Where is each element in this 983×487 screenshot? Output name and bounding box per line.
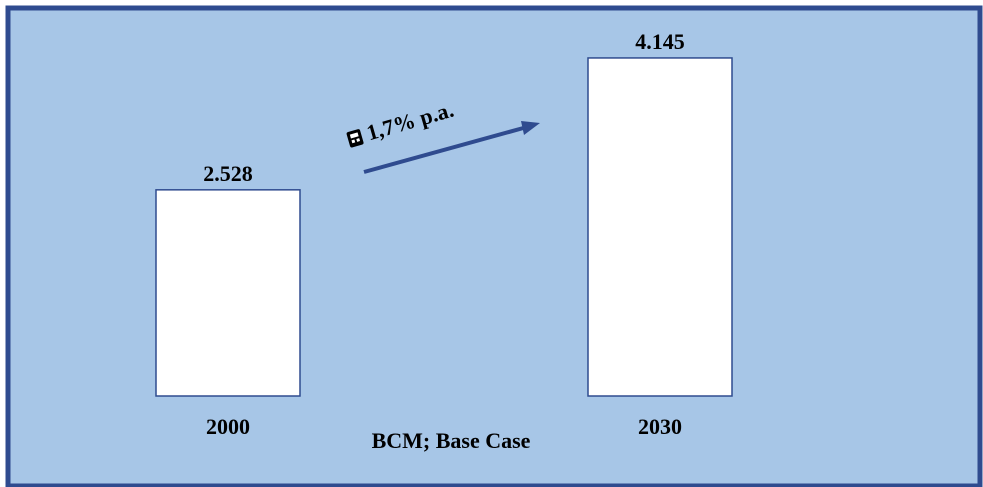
bar-2030	[587, 57, 733, 397]
chart-background	[5, 5, 983, 487]
growth-arrow	[363, 121, 540, 174]
category-label-2030: 2030	[638, 414, 682, 439]
bars-layer: 2.528 2000 4.145 2030	[155, 29, 733, 439]
growth-arrow-line	[363, 125, 528, 174]
value-label-2000: 2.528	[203, 161, 253, 186]
growth-arrow-head	[521, 121, 540, 135]
bar-2000	[155, 189, 301, 397]
unit-label: BCM; Base Case	[372, 428, 531, 453]
calculator-icon	[346, 129, 364, 148]
value-label-2030: 4.145	[635, 29, 685, 54]
category-label-2000: 2000	[206, 414, 250, 439]
